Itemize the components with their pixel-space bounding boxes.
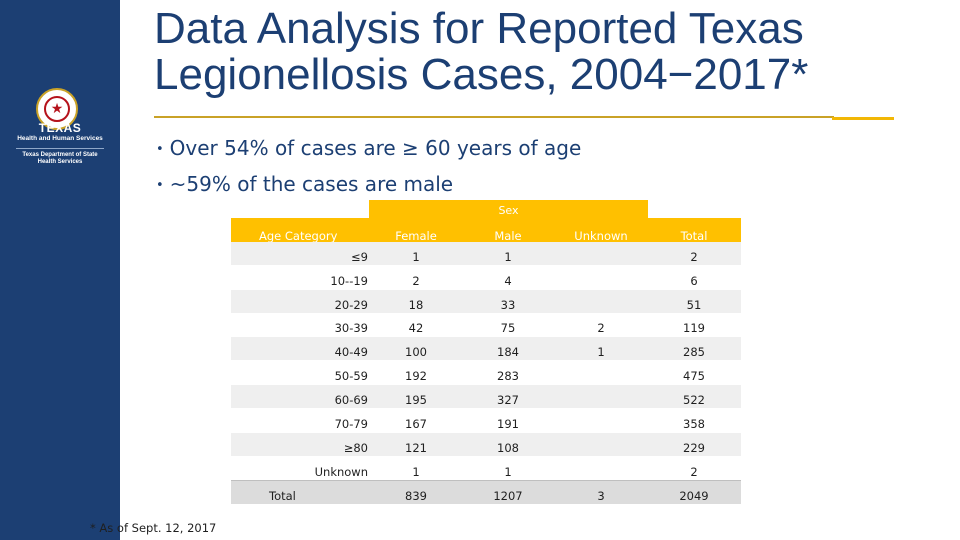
- header-age-category: Age Category: [259, 229, 338, 243]
- header-unknown: Unknown: [574, 229, 628, 243]
- slide-title-line-1: Data Analysis for Reported Texas: [154, 4, 804, 53]
- cell-male: 108: [497, 441, 519, 455]
- agency-line-dshs-a: Texas Department of State: [22, 152, 98, 158]
- age-sex-table: Sex Age Category Female Male Unknown Tot…: [231, 200, 741, 504]
- cell-total: 229: [683, 441, 705, 455]
- cell-total: 475: [683, 369, 705, 383]
- total-label: Total: [269, 489, 296, 503]
- agency-line-hhs: Health and Human Services: [17, 135, 103, 142]
- cell-age: ≤9: [351, 250, 368, 264]
- cell-total: 285: [683, 345, 705, 359]
- cell-male: 184: [497, 345, 519, 359]
- cell-total: 522: [683, 393, 705, 407]
- cell-male: 4: [504, 274, 512, 288]
- cell-age: 70-79: [334, 417, 368, 431]
- cell-male: 191: [497, 417, 519, 431]
- cell-unknown: 1: [597, 345, 605, 359]
- cell-male: 327: [497, 393, 519, 407]
- cell-age: 60-69: [334, 393, 368, 407]
- cell-female: 2: [412, 274, 420, 288]
- agency-line-dshs: Texas Department of State Health Service…: [4, 152, 116, 166]
- bullet-dot-icon: •: [156, 142, 164, 157]
- cell-female: 195: [405, 393, 427, 407]
- table-row: 30-39 42 75 2 119: [231, 313, 741, 336]
- agency-divider: [16, 148, 104, 149]
- cell-age: Unknown: [314, 465, 368, 479]
- cell-age: 50-59: [334, 369, 368, 383]
- table-total-row: Total 839 1207 3 2049: [231, 480, 741, 504]
- total-unknown: 3: [597, 489, 605, 503]
- cell-age: 20-29: [334, 298, 368, 312]
- cell-female: 167: [405, 417, 427, 431]
- bullet-item: • ~59% of the cases are male: [156, 172, 454, 196]
- title-divider: [154, 116, 834, 118]
- total-divider: [231, 480, 741, 481]
- cell-male: 283: [497, 369, 519, 383]
- cell-age: 30-39: [334, 321, 368, 335]
- cell-female: 18: [408, 298, 424, 312]
- table-row: 10--19 2 4 6: [231, 266, 741, 289]
- sex-group-header: Sex: [498, 204, 519, 217]
- table-row: ≤9 1 1 2: [231, 242, 741, 265]
- cell-female: 100: [405, 345, 427, 359]
- table-row: 70-79 167 191 358: [231, 409, 741, 432]
- table-row: ≥80 121 108 229: [231, 433, 741, 456]
- cell-female: 42: [408, 321, 424, 335]
- agency-line-dshs-b: Health Services: [37, 159, 83, 165]
- slide-title: Data Analysis for Reported Texas Legione…: [154, 6, 944, 98]
- bullet-list: • Over 54% of cases are ≥ 60 years of age…: [156, 132, 581, 204]
- agency-name: TEXAS: [38, 121, 82, 135]
- header-male: Male: [494, 229, 522, 243]
- cell-total: 51: [686, 298, 702, 312]
- sidebar: ★ TEXAS Health and Human Services Texas …: [0, 0, 120, 540]
- cell-unknown: 2: [597, 321, 605, 335]
- cell-male: 75: [500, 321, 516, 335]
- cell-age: ≥80: [343, 441, 368, 455]
- bullet-item: • Over 54% of cases are ≥ 60 years of age: [156, 136, 582, 160]
- cell-total: 358: [683, 417, 705, 431]
- table-row: 50-59 192 283 475: [231, 361, 741, 384]
- table-header-row: Age Category Female Male Unknown Total: [231, 218, 741, 243]
- cell-age: 40-49: [334, 345, 368, 359]
- footnote: * As of Sept. 12, 2017: [90, 521, 217, 535]
- cell-female: 121: [405, 441, 427, 455]
- cell-age: 10--19: [330, 274, 368, 288]
- cell-male: 33: [500, 298, 516, 312]
- cell-male: 1: [504, 250, 512, 264]
- cell-female: 192: [405, 369, 427, 383]
- header-female: Female: [395, 229, 437, 243]
- texas-star-seal-icon: ★: [36, 88, 78, 130]
- total-male: 1207: [493, 489, 523, 503]
- cell-female: 1: [412, 250, 420, 264]
- cell-total: 119: [683, 321, 705, 335]
- cell-total: 2: [690, 250, 698, 264]
- cell-female: 1: [412, 465, 420, 479]
- sex-group-band: [369, 200, 648, 218]
- total-female: 839: [405, 489, 427, 503]
- total-total: 2049: [679, 489, 709, 503]
- slide-title-line-2: Legionellosis Cases, 2004−2017*: [154, 50, 809, 99]
- bullet-dot-icon: •: [156, 178, 164, 193]
- table-row: Unknown 1 1 2: [231, 457, 741, 480]
- table-row: 20-29 18 33 51: [231, 290, 741, 313]
- header-total: Total: [680, 229, 708, 243]
- title-divider-accent: [832, 117, 894, 120]
- table-row: 60-69 195 327 522: [231, 385, 741, 408]
- cell-male: 1: [504, 465, 512, 479]
- cell-total: 2: [690, 465, 698, 479]
- table-row: 40-49 100 184 1 285: [231, 337, 741, 360]
- cell-total: 6: [690, 274, 698, 288]
